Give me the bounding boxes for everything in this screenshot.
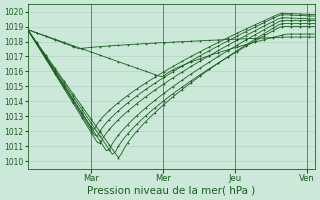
X-axis label: Pression niveau de la mer( hPa ): Pression niveau de la mer( hPa ) [87,186,256,196]
